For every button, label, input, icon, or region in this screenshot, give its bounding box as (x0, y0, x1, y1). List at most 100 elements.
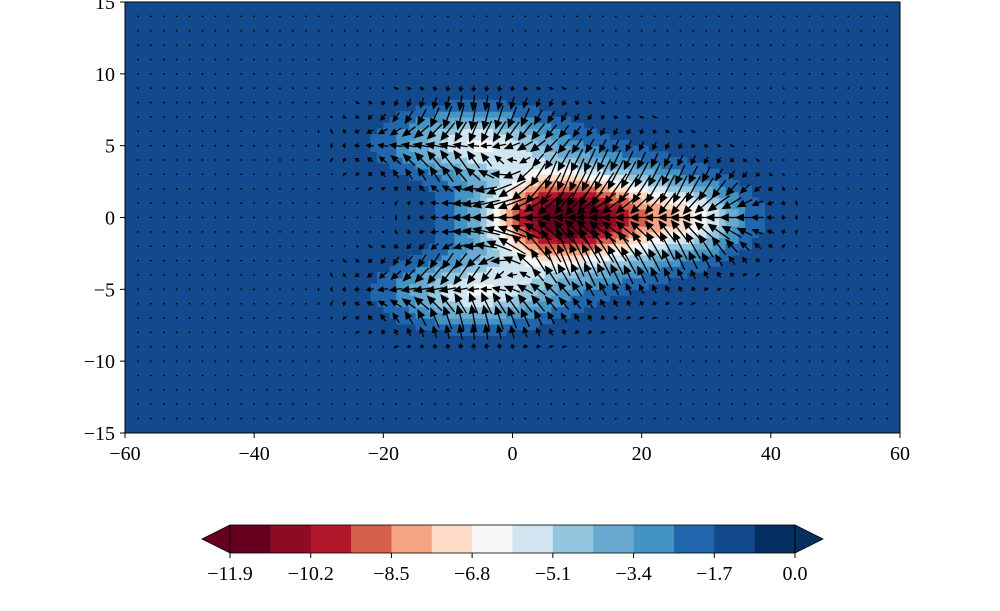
quiver-arrow (550, 360, 553, 363)
quiver-arrow (418, 243, 426, 250)
quiver-arrow (677, 301, 684, 306)
contour-cell (486, 329, 494, 336)
quiver-arrow (873, 116, 876, 118)
contour-cell (499, 295, 507, 302)
quiver-arrow (679, 403, 682, 406)
contour-cell (686, 208, 694, 216)
contour-cell (590, 300, 598, 308)
contour-cell (499, 220, 507, 227)
contour-cell (648, 185, 656, 193)
quiver-arrow (240, 230, 243, 233)
quiver-arrow (524, 29, 527, 32)
quiver-arrow (715, 253, 723, 267)
quiver-arrow (757, 58, 759, 61)
quiver-arrow (253, 389, 256, 391)
contour-cell (596, 197, 604, 204)
quiver-arrow (860, 202, 863, 205)
quiver-arrow (447, 29, 449, 32)
contour-cell (525, 162, 533, 170)
contour-cell (577, 145, 585, 153)
contour-cell (447, 226, 455, 233)
colorbar-segment (351, 525, 392, 553)
contour-cell (460, 134, 468, 141)
quiver-arrow (417, 166, 427, 181)
contour-cell (447, 111, 455, 118)
contour-cell (531, 254, 539, 262)
contour-cell (486, 300, 494, 308)
contour-cell (428, 266, 436, 273)
quiver-arrow (627, 374, 630, 377)
contour-cell (435, 151, 443, 158)
quiver-arrow (266, 245, 268, 248)
contour-cell (467, 197, 475, 204)
quiver-arrow (666, 87, 669, 90)
contour-cell (525, 266, 533, 273)
quiver-arrow (795, 15, 798, 18)
contour-cell (641, 243, 649, 250)
quiver-arrow (317, 273, 320, 277)
contour-cell (538, 306, 546, 313)
quiver-arrow (227, 29, 230, 32)
contour-cell (719, 185, 727, 193)
quiver-arrow (571, 138, 583, 154)
quiver-arrow (795, 244, 798, 248)
quiver-arrow (292, 202, 294, 205)
quiver-arrow (279, 345, 281, 348)
quiver-arrow (614, 72, 617, 75)
quiver-arrow (137, 331, 139, 334)
contour-cell (383, 128, 391, 135)
quiver-arrow (533, 309, 543, 326)
quiver-arrow (834, 29, 837, 32)
contour-cell (460, 300, 468, 308)
contour-cell (454, 289, 462, 296)
quiver-arrow (765, 214, 775, 221)
contour-cell (628, 157, 636, 164)
quiver-arrow (496, 343, 503, 350)
quiver-arrow (304, 144, 307, 147)
contour-cell (615, 191, 623, 198)
contour-cell (389, 283, 397, 290)
quiver-arrow (175, 87, 178, 90)
quiver-arrow (188, 58, 191, 61)
quiver-arrow (459, 389, 462, 391)
quiver-arrow (731, 101, 733, 104)
contour-cell (609, 220, 617, 227)
contour-cell (447, 128, 455, 135)
quiver-arrow (782, 159, 785, 161)
contour-cell (557, 139, 565, 147)
quiver-arrow (782, 274, 785, 276)
quiver-arrow (266, 29, 268, 32)
quiver-arrow (162, 230, 165, 233)
quiver-arrow (418, 200, 425, 207)
contour-cell (473, 122, 481, 130)
contour-cell (551, 122, 559, 130)
contour-cell (467, 145, 475, 153)
contour-cell (486, 157, 494, 164)
contour-cell (435, 226, 443, 233)
contour-cell (538, 260, 546, 267)
contour-cell (583, 151, 591, 158)
contour-cell (415, 318, 423, 325)
quiver-arrow (679, 345, 682, 348)
quiver-arrow (330, 29, 333, 32)
quiver-arrow (544, 295, 558, 311)
quiver-arrow (395, 403, 398, 406)
quiver-arrow (782, 259, 785, 262)
contour-cell (499, 208, 507, 216)
contour-cell (493, 323, 501, 331)
quiver-arrow (408, 15, 411, 18)
contour-cell (512, 151, 520, 158)
contour-cell (615, 237, 623, 244)
contour-cell (557, 122, 565, 130)
quiver-arrow (496, 324, 504, 340)
quiver-arrow (369, 417, 372, 420)
quiver-arrow (516, 284, 534, 295)
quiver-arrow (589, 374, 591, 377)
quiver-arrow (459, 72, 462, 75)
quiver-arrow (430, 228, 439, 235)
contour-cell (518, 105, 527, 112)
contour-cell (525, 185, 533, 193)
quiver-arrow (369, 58, 372, 61)
contour-cell (473, 329, 481, 336)
contour-cell (577, 168, 585, 175)
